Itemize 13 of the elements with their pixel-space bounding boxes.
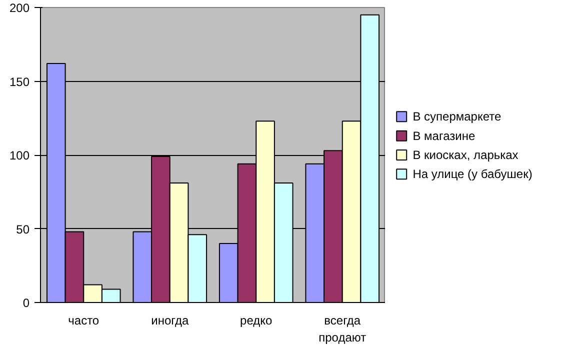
legend-label: В магазине bbox=[412, 128, 476, 143]
x-tick-label: всегда продают bbox=[318, 314, 367, 344]
y-tick-label: 50 bbox=[16, 222, 30, 236]
legend-label: В супермаркете bbox=[412, 110, 502, 124]
y-tick-label: 0 bbox=[22, 296, 30, 310]
x-tick-label: редко bbox=[240, 314, 273, 328]
legend-label: В киосках, ларьках bbox=[412, 148, 518, 162]
y-tick-label: 100 bbox=[9, 148, 30, 162]
y-tick-label: 150 bbox=[9, 74, 30, 89]
legend-label: На улице (у бабушек) bbox=[412, 167, 532, 182]
y-tick-label: 200 bbox=[9, 1, 30, 15]
x-tick-label: часто bbox=[68, 314, 100, 328]
x-tick-label: иногда bbox=[151, 314, 189, 328]
